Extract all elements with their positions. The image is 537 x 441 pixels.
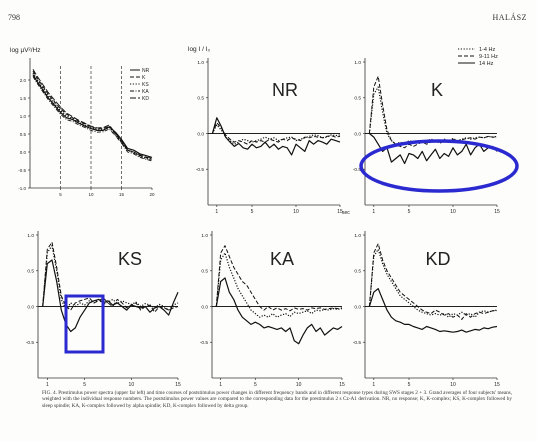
y-tick-label: 0.0 (20, 150, 27, 155)
x-tick-label: 15 (119, 192, 125, 197)
x-tick-label: 5 (83, 382, 86, 388)
legend-label: KS (142, 82, 149, 88)
panel-tag: K (431, 80, 443, 100)
y-tick-label: 1.0 (20, 114, 27, 119)
y-tick-label: 0.5 (197, 96, 204, 102)
x-tick-label: 10 (129, 382, 135, 388)
y-tick-label: 1.0 (197, 60, 204, 66)
series-line (32, 74, 153, 158)
y-tick-label: 0.5 (27, 269, 34, 275)
x-tick-label: 5 (408, 209, 411, 215)
series-line (215, 277, 343, 345)
y-tick-label: 0.5 (354, 96, 361, 102)
x-tick-label: 1 (372, 382, 375, 388)
band-legend-label: 14 Hz (479, 61, 494, 67)
panel-tag: NR (272, 80, 298, 100)
x-tick-label: 1 (215, 209, 218, 215)
y-tick-label: 0.5 (20, 132, 27, 137)
y-tick-label: 1.0 (201, 233, 208, 239)
series-line (368, 248, 498, 318)
x-tick-label: 10 (450, 209, 456, 215)
series-line (211, 124, 341, 145)
y-tick-label: 2.0 (20, 78, 27, 83)
series-line (211, 122, 341, 145)
x-tick-label: 10 (296, 382, 302, 388)
series-line (42, 241, 179, 313)
y-tick-label: -0.5 (18, 168, 26, 173)
series-line (32, 68, 153, 159)
panel-spectra: 2.0 1.5 1.0 0.5 0.0 -0.5 -1.0 5 10 15 20 log µV²/Hz… (10, 47, 155, 197)
y-tick-label: 1.0 (354, 233, 361, 239)
y-tick-label: -0.5 (200, 340, 209, 346)
x-tick-label: 15 (175, 382, 181, 388)
x-tick-label: 20 (149, 192, 155, 197)
y-tick-label: 1.0 (27, 233, 34, 239)
y-axis-label: log I / I₀ (188, 46, 211, 53)
y-tick-label: 0.0 (27, 304, 34, 310)
y-tick-label: 1.5 (20, 96, 27, 101)
series-line (368, 288, 498, 333)
figure-caption: FIG. 4. Prestimulus power spectra (upper… (42, 390, 512, 409)
series-line (42, 259, 179, 333)
series-line (368, 243, 497, 320)
panel-tag: KD (425, 249, 450, 269)
y-tick-label: -1.0 (18, 186, 26, 191)
x-tick-label: 10 (293, 209, 299, 215)
running-header-author: HALÁSZ (492, 13, 527, 22)
band-legend-label: 9-11 Hz (479, 54, 498, 60)
y-tick-label: -0.5 (353, 167, 362, 173)
series-line (369, 133, 498, 165)
series-line (215, 245, 343, 312)
panel-tag: KS (118, 249, 142, 269)
panel-k: 1.00.50.0-0.51 5 10 15K (353, 58, 500, 215)
x-tick-label: 1 (46, 382, 49, 388)
y-tick-label: 0.5 (201, 269, 208, 275)
page-number: 798 (8, 13, 20, 22)
y-tick-label: 1.0 (354, 60, 361, 66)
panel-tag: KA (270, 249, 294, 269)
x-tick-label: 15 (494, 382, 500, 388)
x-tick-label: 5 (251, 209, 254, 215)
legend-label: KA (142, 89, 149, 95)
x-tick-label: 1 (219, 382, 222, 388)
highlight-box (64, 294, 105, 354)
x-tick-label: 15 (494, 209, 500, 215)
y-tick-label: 0.0 (354, 304, 361, 310)
x-tick-label: 1 (372, 209, 375, 215)
x-tick-label: 10 (450, 382, 456, 388)
series-line (32, 70, 153, 160)
y-tick-label: -0.5 (353, 340, 362, 346)
series-line (32, 76, 153, 162)
y-tick-label: -0.5 (26, 340, 35, 346)
series-line (32, 72, 153, 161)
legend-label: NR (142, 68, 150, 74)
series-line (42, 245, 179, 311)
x-tick-label: 15 (337, 209, 343, 215)
legend-label: K (142, 75, 146, 81)
x-tick-label: 5 (408, 382, 411, 388)
x-tick-label: 5 (59, 192, 62, 197)
series-line (211, 117, 341, 156)
highlight-ellipse (359, 139, 519, 193)
y-axis-label: log µV²/Hz (10, 47, 40, 54)
x-tick-label: 5 (254, 382, 257, 388)
x-tick-label: 10 (88, 192, 94, 197)
x-axis-unit: sec (342, 210, 350, 216)
series-line (368, 86, 498, 145)
y-tick-label: 0.5 (354, 269, 361, 275)
legend-label: KD (142, 96, 149, 102)
band-legend-label: 1-4 Hz (479, 47, 495, 53)
y-tick-label: 0.0 (354, 131, 361, 137)
y-tick-label: 0.0 (201, 304, 208, 310)
x-tick-label: 15 (339, 382, 345, 388)
y-tick-label: 0.0 (197, 131, 204, 137)
y-tick-label: -0.5 (196, 167, 205, 173)
